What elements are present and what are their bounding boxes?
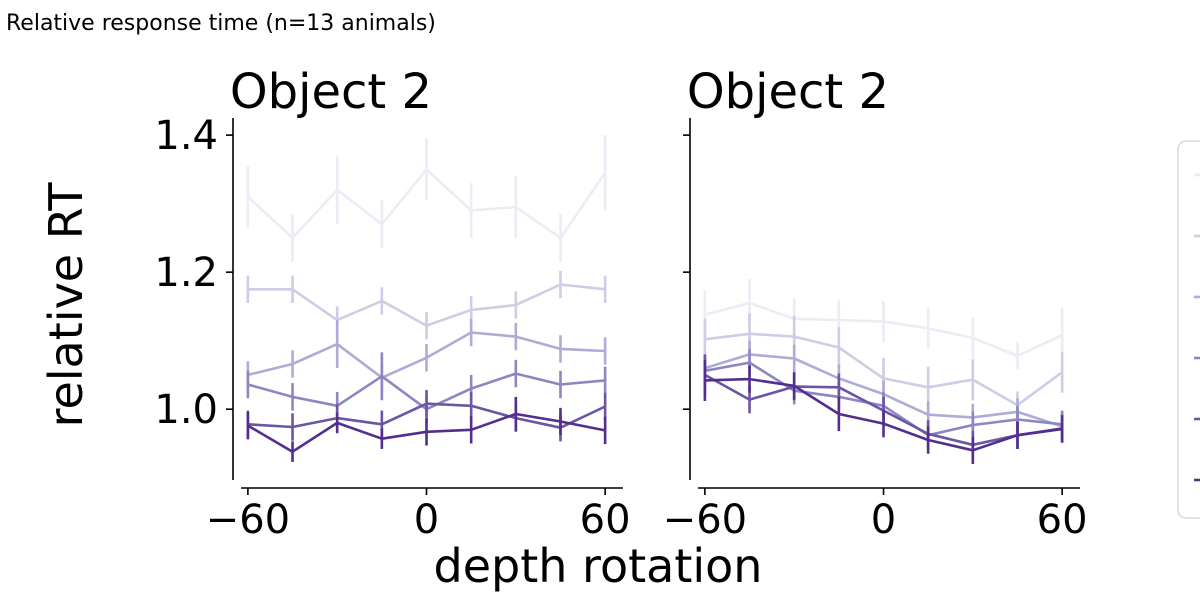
series-6 bbox=[246, 396, 607, 462]
series-1 bbox=[246, 135, 607, 262]
x-axis-label: depth rotation bbox=[434, 539, 763, 593]
x-tick-label: −60 bbox=[206, 497, 290, 543]
panel-1: Object 2 1.0 1.2 1.4 −60 0 60 bbox=[154, 64, 630, 543]
x-tick-label: 60 bbox=[580, 497, 631, 543]
figure-title: Relative response time (n=13 animals) bbox=[6, 11, 436, 36]
legend-frame bbox=[1177, 140, 1200, 519]
x-tick-label: 60 bbox=[1037, 497, 1088, 543]
x-tick-label: −60 bbox=[663, 497, 747, 543]
x-tick-label: 0 bbox=[871, 497, 896, 543]
series-2 bbox=[703, 313, 1064, 419]
y-axis-label: relative RT bbox=[39, 182, 93, 428]
panel-title: Object 2 bbox=[230, 64, 432, 120]
series-2 bbox=[246, 270, 607, 340]
x-tick-label: 0 bbox=[414, 497, 439, 543]
series-6 bbox=[703, 359, 1064, 465]
panel-2: Object 2 −60 0 60 bbox=[663, 64, 1088, 543]
panel-title: Object 2 bbox=[687, 64, 889, 120]
legend bbox=[1177, 140, 1200, 519]
y-tick-label: 1.2 bbox=[154, 250, 218, 296]
y-tick-label: 1.0 bbox=[154, 387, 218, 433]
y-tick-label: 1.4 bbox=[154, 113, 218, 159]
panels: Object 2 1.0 1.2 1.4 −60 0 60 Object 2 −60 0 60 bbox=[154, 64, 1087, 543]
